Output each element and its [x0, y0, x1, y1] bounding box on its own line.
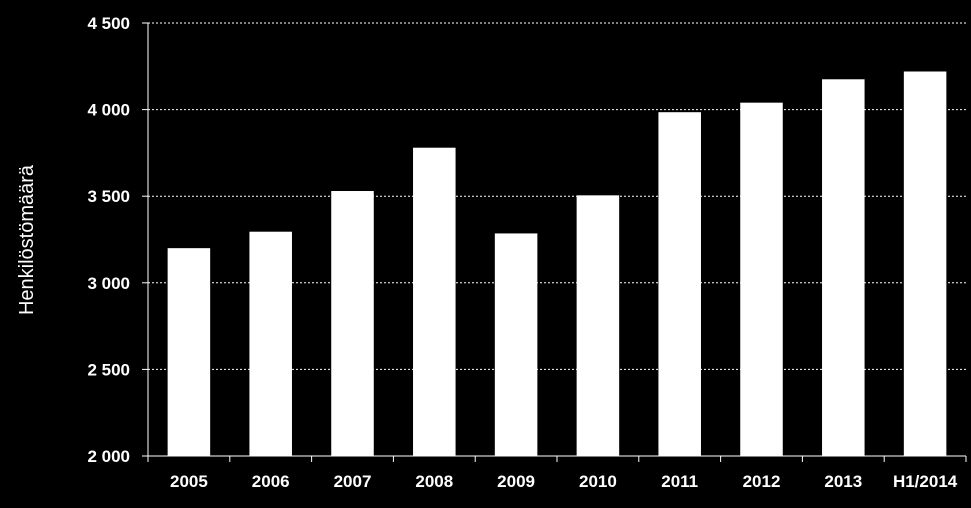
y-tick-label: 4 500 — [87, 14, 130, 33]
y-tick-label: 3 500 — [87, 187, 130, 206]
bar — [822, 79, 865, 456]
bar — [903, 71, 947, 456]
y-tick-label: 4 000 — [87, 101, 130, 120]
x-axis-ticks: 2005 2006 2007 2008 2009 2010 2011 2012 2013 H1/2… — [147, 456, 967, 491]
y-axis-ticks: 2 000 2 500 3 000 3 500 4 000 4 500 — [87, 14, 148, 466]
y-tick-label: 3 000 — [87, 274, 130, 293]
bar — [740, 102, 783, 456]
x-tick-label: 2005 — [170, 472, 208, 491]
bar — [167, 248, 211, 456]
x-tick-label: 2011 — [661, 472, 698, 491]
x-tick-label: H1/2014 — [893, 472, 958, 491]
bar — [413, 147, 456, 457]
x-tick-label: 2006 — [252, 472, 290, 491]
y-axis-title: Henkilöstömäärä — [16, 164, 38, 315]
bar — [331, 191, 374, 456]
bars — [167, 71, 947, 457]
bar — [249, 231, 292, 456]
bar — [576, 195, 620, 457]
bar — [658, 112, 701, 456]
x-tick-label: 2013 — [824, 472, 862, 491]
x-tick-label: 2012 — [743, 472, 781, 491]
y-tick-label: 2 500 — [87, 360, 130, 379]
x-tick-label: 2009 — [497, 472, 535, 491]
x-tick-label: 2008 — [415, 472, 453, 491]
x-tick-label: 2007 — [334, 472, 372, 491]
x-tick-label: 2010 — [579, 472, 617, 491]
y-tick-label: 2 000 — [87, 447, 130, 466]
bar — [494, 233, 538, 456]
